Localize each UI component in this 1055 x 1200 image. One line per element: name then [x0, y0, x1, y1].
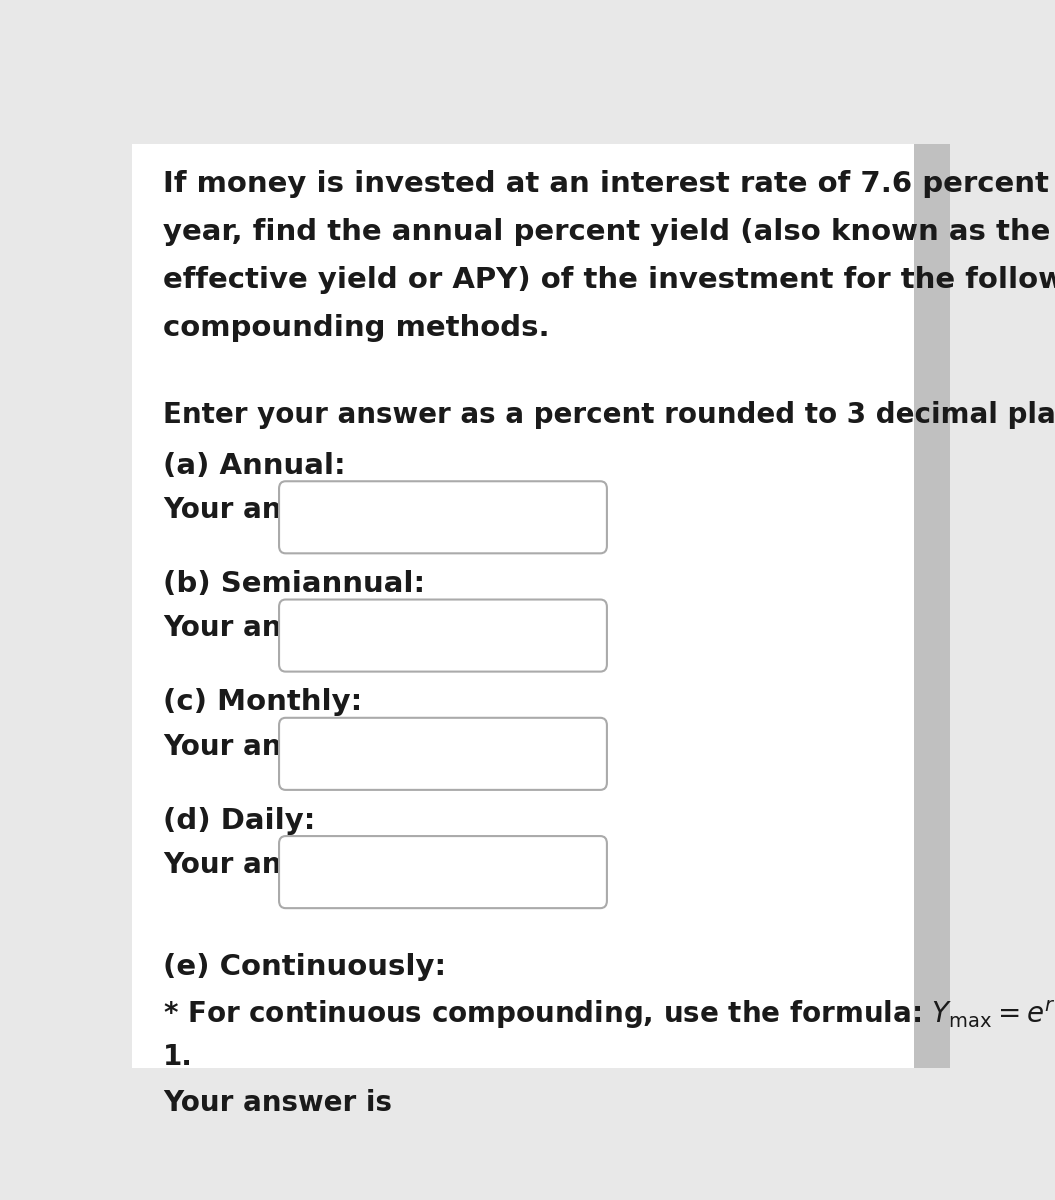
Text: (e) Continuously:: (e) Continuously:	[162, 953, 446, 980]
Text: effective yield or APY) of the investment for the following: effective yield or APY) of the investmen…	[162, 266, 1055, 294]
Text: Your answer is: Your answer is	[162, 496, 392, 524]
FancyBboxPatch shape	[279, 1074, 607, 1146]
Text: Your answer is: Your answer is	[162, 851, 392, 878]
Text: compounding methods.: compounding methods.	[162, 314, 550, 342]
Text: * For continuous compounding, use the formula: $Y_{\mathrm{max}} = e^{r}\ -$: * For continuous compounding, use the fo…	[162, 998, 1055, 1031]
Text: If money is invested at an interest rate of 7.6 percent per: If money is invested at an interest rate…	[162, 170, 1055, 198]
FancyBboxPatch shape	[279, 718, 607, 790]
Text: (d) Daily:: (d) Daily:	[162, 806, 315, 834]
Text: year, find the annual percent yield (also known as the: year, find the annual percent yield (als…	[162, 218, 1051, 246]
Text: Your answer is: Your answer is	[162, 732, 392, 761]
Text: (c) Monthly:: (c) Monthly:	[162, 689, 362, 716]
Text: Enter your answer as a percent rounded to 3 decimal places.: Enter your answer as a percent rounded t…	[162, 401, 1055, 428]
FancyBboxPatch shape	[132, 144, 914, 1068]
Text: Your answer is: Your answer is	[162, 614, 392, 642]
Text: (a) Annual:: (a) Annual:	[162, 451, 346, 480]
FancyBboxPatch shape	[279, 836, 607, 908]
Text: (b) Semiannual:: (b) Semiannual:	[162, 570, 425, 598]
Text: 1.: 1.	[162, 1043, 193, 1072]
FancyBboxPatch shape	[914, 144, 950, 1068]
FancyBboxPatch shape	[279, 481, 607, 553]
FancyBboxPatch shape	[279, 600, 607, 672]
Text: Your answer is: Your answer is	[162, 1090, 392, 1117]
